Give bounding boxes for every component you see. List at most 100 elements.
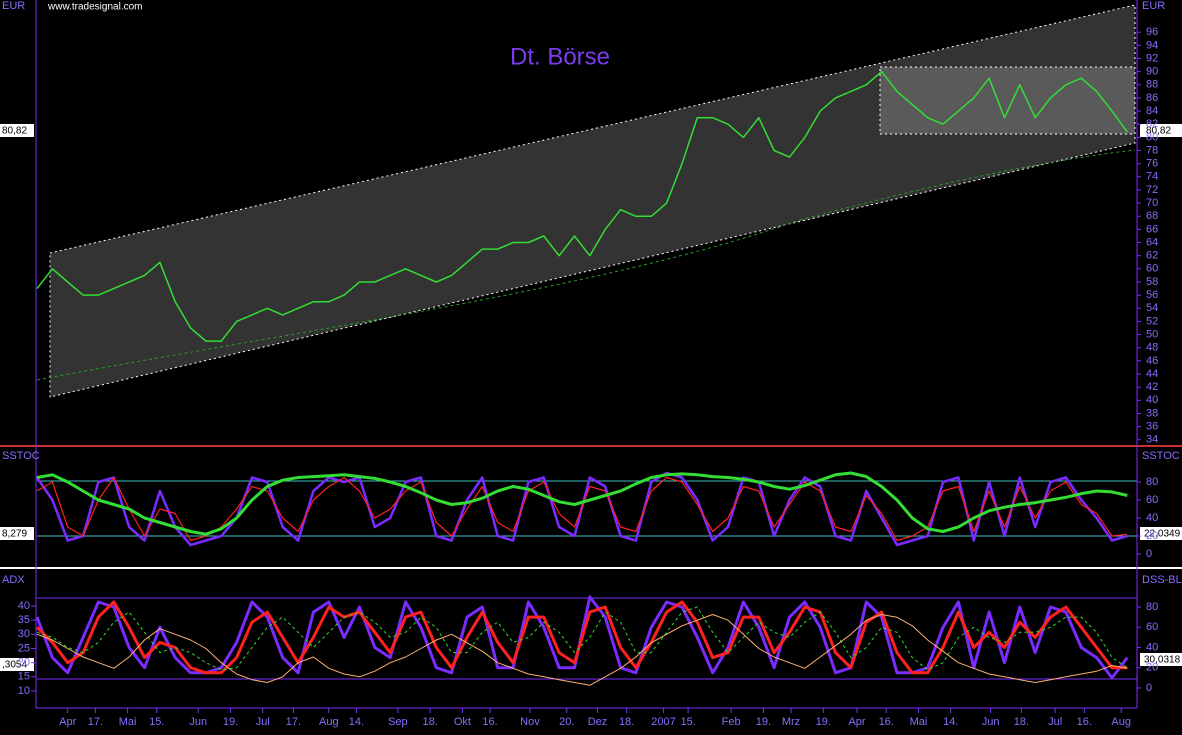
x-tick-label: Jun	[982, 716, 1000, 728]
y-tick-label: 72	[1146, 184, 1158, 196]
value-tag-text: 30,0318	[1144, 655, 1181, 666]
y-tick-label: 40	[1146, 394, 1158, 406]
y-tick-label: 10	[18, 685, 30, 697]
value-tag	[1140, 124, 1182, 137]
y-tick-label: 60	[1146, 621, 1158, 633]
x-tick-label: Jul	[1048, 716, 1062, 728]
series-line	[36, 70, 1128, 342]
y-tick-label: 84	[1146, 105, 1158, 117]
x-tick-label: 16.	[482, 716, 497, 728]
x-tick-label: Mrz	[782, 716, 800, 728]
x-tick-label: 15.	[149, 716, 164, 728]
x-tick-label: 14.	[943, 716, 958, 728]
x-tick-label: Apr	[59, 716, 76, 728]
y-tick-label: 30	[18, 628, 30, 640]
y-tick-label: 15	[18, 671, 30, 683]
y-axis-label: EUR	[2, 0, 25, 12]
y-tick-label: 88	[1146, 79, 1158, 91]
y-tick-label: 78	[1146, 144, 1158, 156]
y-tick-label: 40	[1146, 641, 1158, 653]
value-tag-text: 80,82	[1146, 126, 1171, 137]
x-tick-label: 19.	[756, 716, 771, 728]
x-tick-label: 17.	[286, 716, 301, 728]
x-tick-label: Okt	[454, 716, 471, 728]
y-tick-label: 96	[1146, 26, 1158, 38]
x-tick-label: Jul	[256, 716, 270, 728]
y-tick-label: 44	[1146, 368, 1158, 380]
y-tick-label: 80	[1146, 131, 1158, 143]
panel-label: DSS-BL	[1142, 574, 1182, 586]
x-tick-label: 14.	[349, 716, 364, 728]
y-tick-label: 0	[1146, 548, 1152, 560]
value-tag-text: 80,82	[2, 126, 27, 137]
y-tick-label: 60	[1146, 494, 1158, 506]
y-tick-label: 20	[1146, 662, 1158, 674]
y-tick-label: 94	[1146, 39, 1158, 51]
y-tick-label: 76	[1146, 158, 1158, 170]
y-tick-label: 20	[1146, 530, 1158, 542]
value-tag-text: 22,0349	[1144, 529, 1181, 540]
y-tick-label: 52	[1146, 315, 1158, 327]
y-tick-label: 25	[18, 642, 30, 654]
value-tag	[1140, 527, 1182, 540]
y-tick-label: 35	[18, 614, 30, 626]
y-tick-label: 34	[1146, 434, 1158, 446]
source: www.tradesignal.com	[47, 2, 142, 13]
x-tick-label: Aug	[1111, 716, 1131, 728]
x-tick-label: 18.	[1014, 716, 1029, 728]
x-tick-label: 17.	[88, 716, 103, 728]
x-tick-label: 16.	[879, 716, 894, 728]
y-tick-label: 90	[1146, 66, 1158, 78]
value-tag	[0, 527, 34, 540]
range-box	[879, 66, 1136, 135]
y-tick-label: 68	[1146, 210, 1158, 222]
x-tick-label: Aug	[319, 716, 339, 728]
x-tick-label: Mai	[910, 716, 928, 728]
x-tick-label: Sep	[388, 716, 408, 728]
x-tick-label: Nov	[520, 716, 540, 728]
y-tick-label: 64	[1146, 236, 1158, 248]
x-tick-label: Dez	[588, 716, 608, 728]
y-tick-label: 92	[1146, 52, 1158, 64]
y-axis-label: EUR	[1142, 0, 1165, 12]
x-tick-label: 18.	[619, 716, 634, 728]
x-tick-label: Jun	[189, 716, 207, 728]
y-tick-label: 56	[1146, 289, 1158, 301]
y-tick-label: 42	[1146, 381, 1158, 393]
y-tick-label: 38	[1146, 407, 1158, 419]
value-tag	[0, 124, 34, 137]
trend-channel	[49, 4, 1136, 398]
value-tag	[1140, 653, 1182, 666]
y-tick-label: 80	[1146, 476, 1158, 488]
y-tick-label: 46	[1146, 355, 1158, 367]
x-tick-label: 18.	[422, 716, 437, 728]
y-tick-label: 66	[1146, 223, 1158, 235]
x-tick-label: Feb	[722, 716, 741, 728]
y-tick-label: 0	[1146, 682, 1152, 694]
x-tick-label: Mai	[119, 716, 137, 728]
y-tick-label: 20	[18, 657, 30, 669]
y-tick-label: 58	[1146, 276, 1158, 288]
series-line	[36, 614, 1128, 686]
y-tick-label: 48	[1146, 342, 1158, 354]
value-tag	[0, 658, 34, 671]
y-tick-label: 74	[1146, 171, 1158, 183]
y-tick-label: 86	[1146, 92, 1158, 104]
x-tick-label: 19.	[816, 716, 831, 728]
y-tick-label: 80	[1146, 601, 1158, 613]
y-tick-label: 70	[1146, 197, 1158, 209]
moving-average	[36, 149, 1136, 381]
x-tick-label: Apr	[848, 716, 865, 728]
y-tick-label: 40	[18, 600, 30, 612]
x-tick-label: 19.	[223, 716, 238, 728]
series-line	[36, 606, 1128, 671]
y-tick-label: 82	[1146, 118, 1158, 130]
y-tick-label: 60	[1146, 263, 1158, 275]
x-tick-label: 2007	[651, 716, 675, 728]
y-tick-label: 62	[1146, 250, 1158, 262]
y-tick-label: 50	[1146, 328, 1158, 340]
y-tick-label: 40	[1146, 512, 1158, 524]
value-tag-text: ,3054	[2, 660, 27, 671]
x-tick-label: 20.	[559, 716, 574, 728]
